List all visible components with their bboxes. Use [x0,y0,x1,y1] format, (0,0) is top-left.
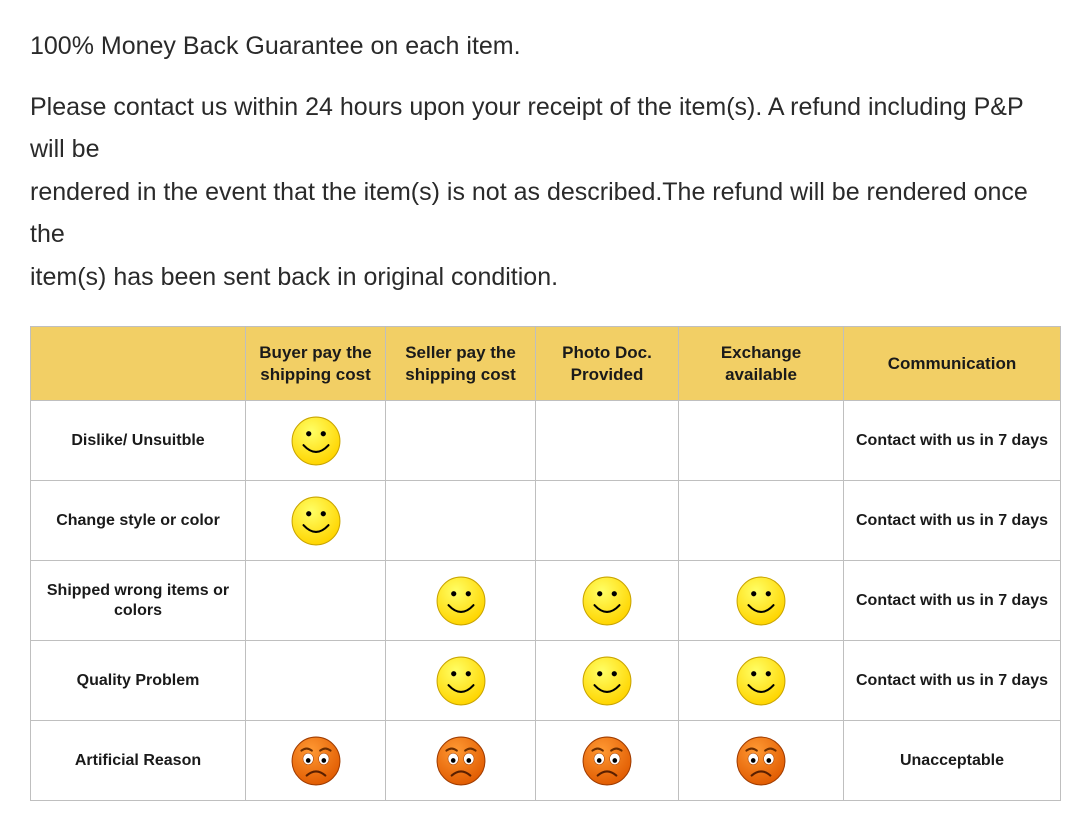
table-row: Artificial Reason [31,721,1061,801]
col-header-seller-pay: Seller pay the shipping cost [386,327,536,401]
sad-icon [735,735,787,787]
table-body: Dislike/ Unsuitble Contact with us in 7 … [31,401,1061,801]
intro-line-3: rendered in the event that the item(s) i… [30,178,1028,249]
smile-icon [581,655,633,707]
communication-cell: Contact with us in 7 days [844,401,1061,481]
row-label: Change style or color [31,481,246,561]
icon-cell [246,481,386,561]
icon-cell [679,401,844,481]
row-label: Artificial Reason [31,721,246,801]
icon-cell [536,721,679,801]
refund-policy-table: Buyer pay the shipping cost Seller pay t… [30,326,1061,801]
icon-cell [536,481,679,561]
icon-cell [246,401,386,481]
icon-cell [679,641,844,721]
row-label: Shipped wrong items or colors [31,561,246,641]
smile-icon [435,575,487,627]
smile-icon [735,575,787,627]
row-label: Quality Problem [31,641,246,721]
sad-icon [290,735,342,787]
smile-icon [581,575,633,627]
row-label: Dislike/ Unsuitble [31,401,246,481]
icon-cell [246,561,386,641]
intro-line-1: 100% Money Back Guarantee on each item. [30,25,1057,68]
smile-icon [435,655,487,707]
smile-icon [290,495,342,547]
col-header-buyer-pay: Buyer pay the shipping cost [246,327,386,401]
intro-line-4: item(s) has been sent back in original c… [30,263,558,291]
intro-line-2: Please contact us within 24 hours upon y… [30,93,1023,164]
icon-cell [536,561,679,641]
col-header-exchange: Exchange available [679,327,844,401]
table-row: Quality Problem [31,641,1061,721]
communication-cell: Contact with us in 7 days [844,641,1061,721]
icon-cell [386,641,536,721]
table-header-row: Buyer pay the shipping cost Seller pay t… [31,327,1061,401]
col-header-communication: Communication [844,327,1061,401]
icon-cell [536,401,679,481]
col-header-photo-doc: Photo Doc. Provided [536,327,679,401]
icon-cell [246,721,386,801]
icon-cell [386,721,536,801]
smile-icon [290,415,342,467]
icon-cell [386,401,536,481]
communication-cell: Unacceptable [844,721,1061,801]
communication-cell: Contact with us in 7 days [844,481,1061,561]
table-row: Change style or color Contact with us in… [31,481,1061,561]
communication-cell: Contact with us in 7 days [844,561,1061,641]
icon-cell [386,561,536,641]
col-header-blank [31,327,246,401]
sad-icon [581,735,633,787]
intro-paragraph: Please contact us within 24 hours upon y… [30,86,1057,299]
table-row: Dislike/ Unsuitble Contact with us in 7 … [31,401,1061,481]
icon-cell [679,561,844,641]
icon-cell [679,721,844,801]
icon-cell [246,641,386,721]
icon-cell [536,641,679,721]
sad-icon [435,735,487,787]
intro-block: 100% Money Back Guarantee on each item. … [30,25,1057,298]
smile-icon [735,655,787,707]
icon-cell [679,481,844,561]
table-row: Shipped wrong items or colors [31,561,1061,641]
icon-cell [386,481,536,561]
